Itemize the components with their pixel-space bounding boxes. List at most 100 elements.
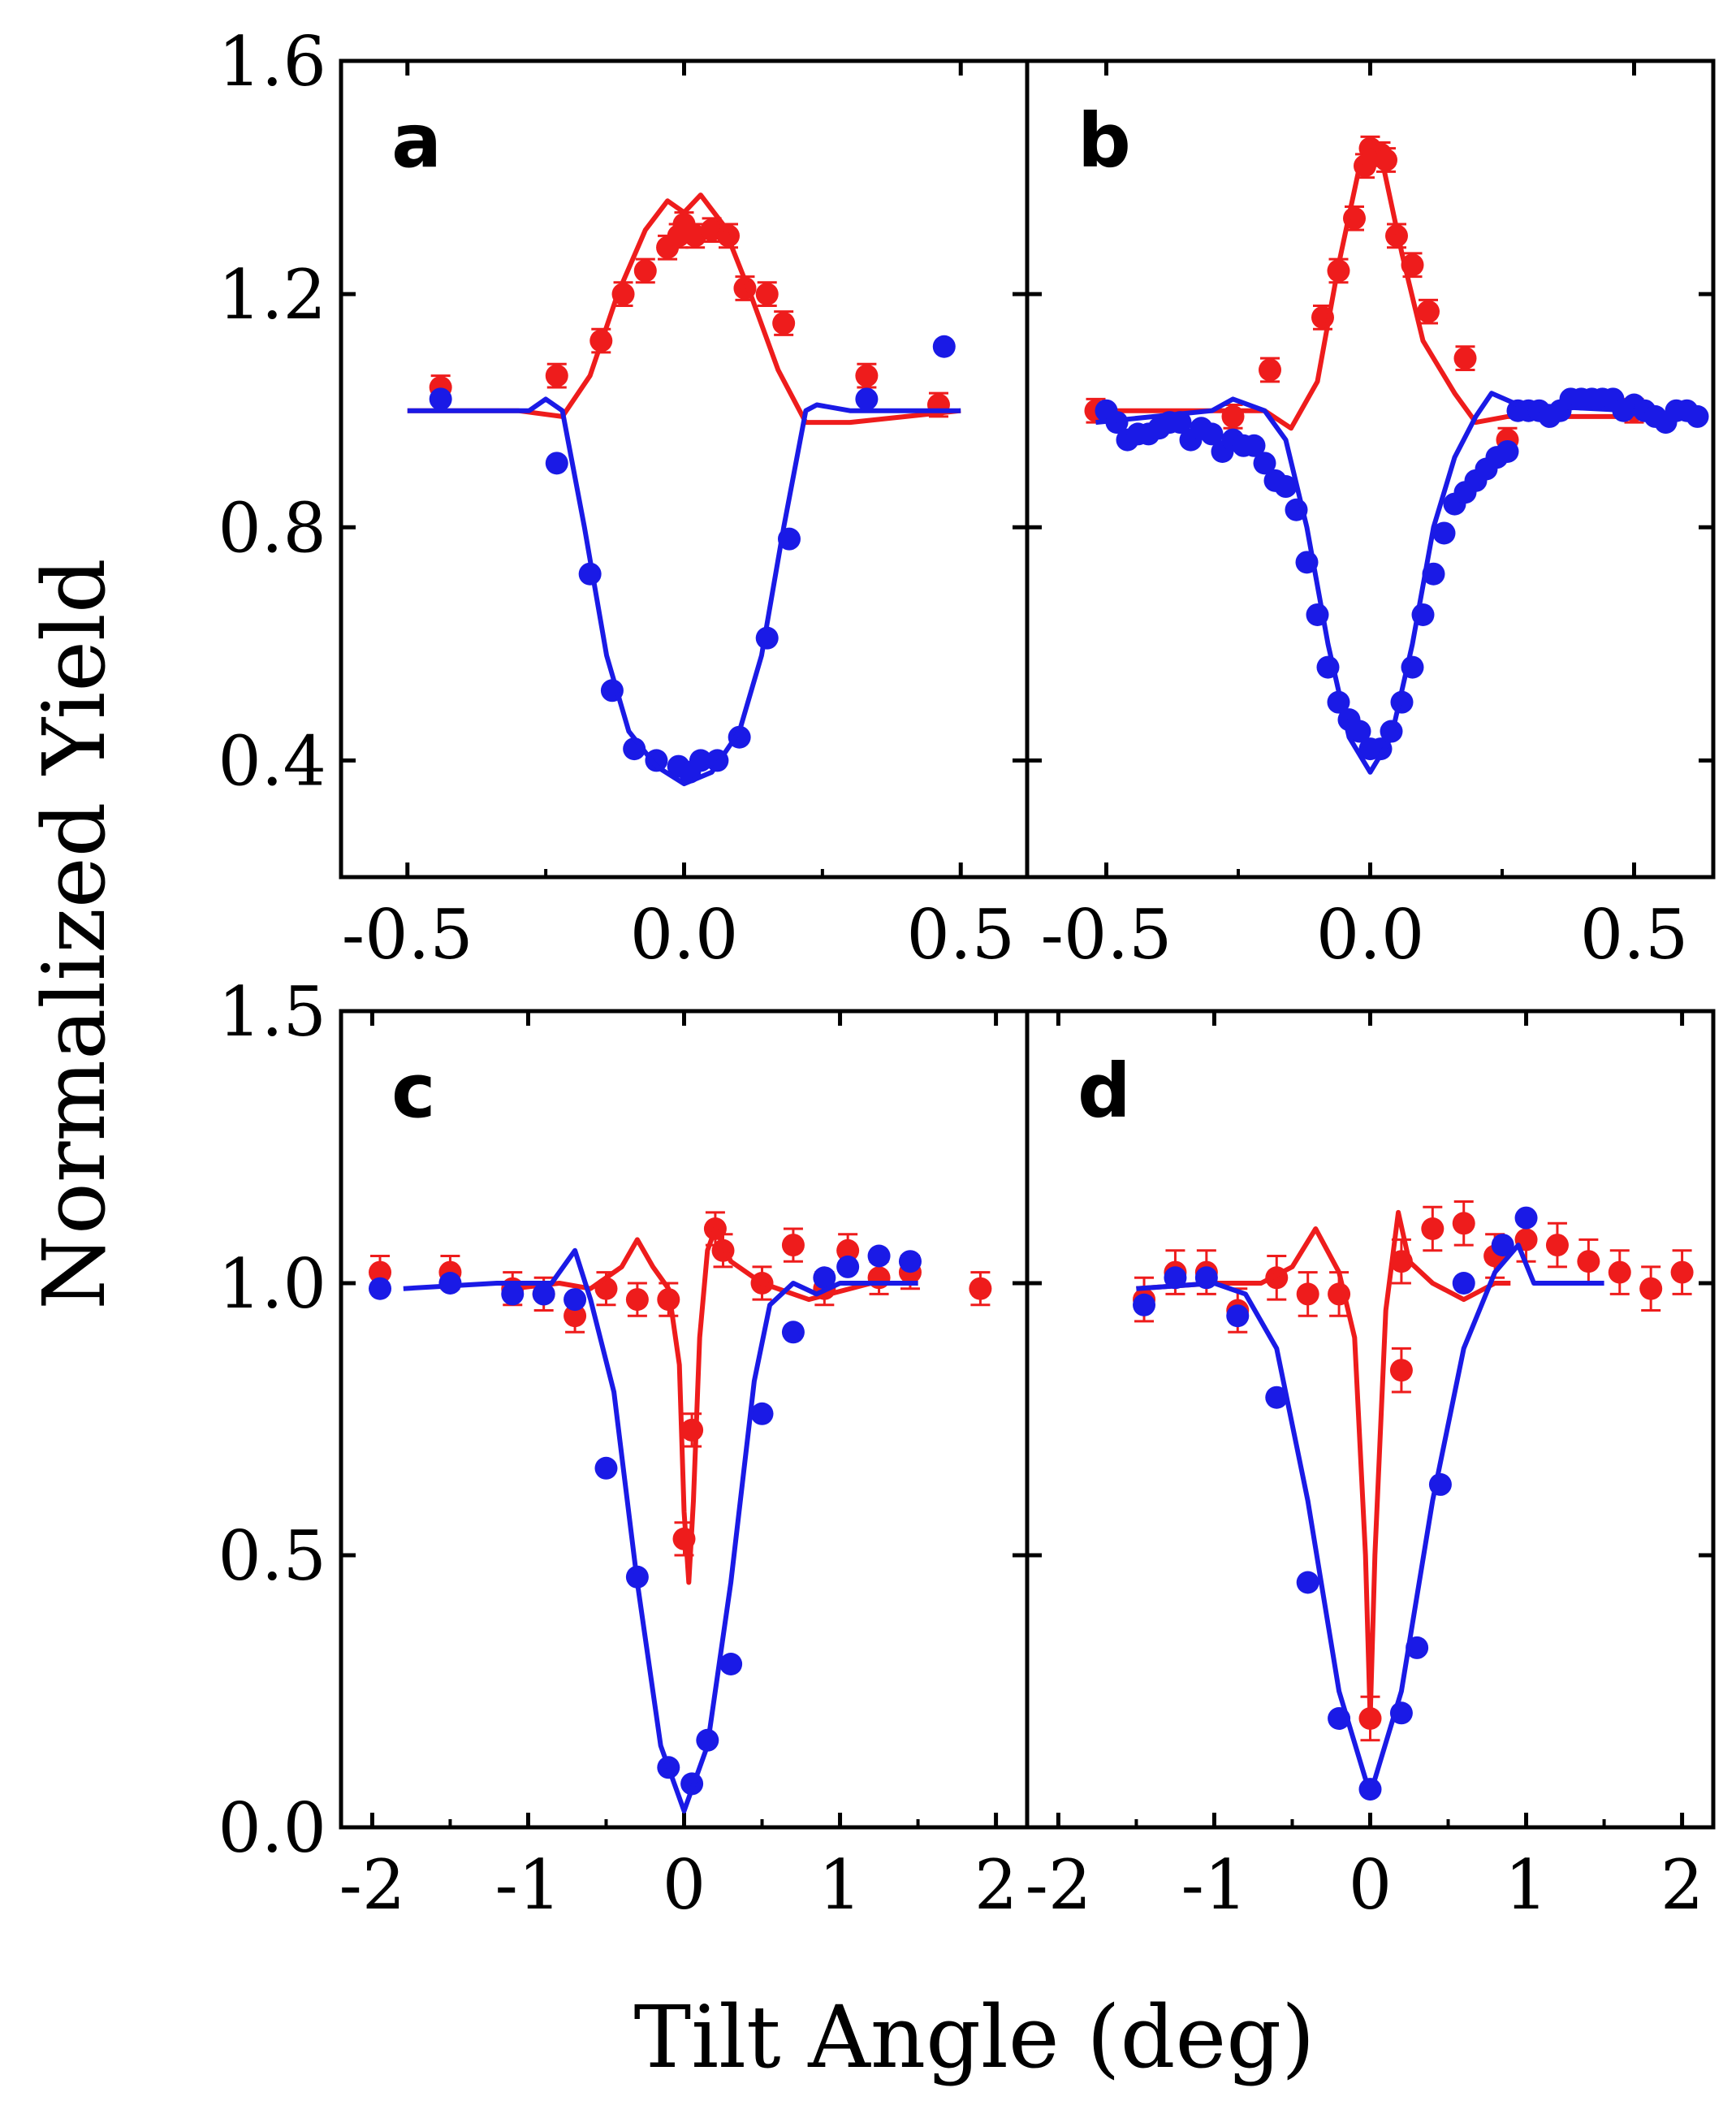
red-fit-line	[1095, 140, 1645, 431]
x-tick-label: -1	[495, 1845, 562, 1925]
panel-a: -0.5 0.0 0.5 0.4 0.8 1.2 1.6 a	[218, 22, 1030, 975]
blue-data-point	[645, 749, 668, 772]
red-fit-line	[407, 192, 961, 426]
red-data-point	[836, 1239, 860, 1262]
red-data-point	[625, 1288, 649, 1312]
red-data-point	[855, 364, 879, 387]
y-tick-label: 1.5	[218, 972, 326, 1052]
panel-frame	[339, 1009, 1030, 1830]
x-axis-title: Tilt Angle (deg)	[634, 1987, 1315, 2087]
panel-letter-a: a	[391, 97, 442, 184]
blue-data-point	[689, 749, 712, 772]
x-tick-label: -2	[339, 1845, 405, 1925]
red-data-point	[772, 312, 796, 335]
blue-data-point	[594, 1456, 618, 1480]
blue-data-point	[813, 1266, 836, 1290]
blue-data-point	[1200, 422, 1224, 446]
y-tick-label: 0.5	[218, 1516, 326, 1596]
y-tick-label: 0.8	[218, 488, 326, 568]
blue-data-point	[1253, 452, 1276, 475]
x-tick-label: 1	[818, 1845, 862, 1925]
red-data-point	[1545, 1234, 1569, 1257]
red-data-point	[1259, 358, 1281, 382]
red-data-point	[1296, 1282, 1319, 1306]
blue-data-point	[1432, 521, 1456, 545]
x-tick-label: 0.0	[630, 895, 739, 975]
blue-data-point	[1496, 439, 1519, 463]
blue-data-point	[532, 1282, 555, 1306]
blue-data-point	[1452, 1272, 1475, 1295]
blue-data-point	[1296, 1571, 1319, 1594]
panel-letter-b: b	[1077, 97, 1131, 184]
blue-data-point	[898, 1250, 922, 1273]
red-data-point	[781, 1234, 805, 1257]
y-tick-label: 0.4	[218, 721, 326, 801]
x-tick-label: 0	[663, 1845, 706, 1925]
blue-fit-line	[403, 1247, 918, 1814]
red-fit-line	[512, 1226, 918, 1585]
x-tick-label: 1	[1505, 1845, 1548, 1925]
red-data-point	[755, 283, 779, 306]
panel-d: -2 -1 0 1 2 d	[1025, 1009, 1716, 1925]
red-data-point	[969, 1277, 992, 1300]
red-data-point	[1639, 1277, 1663, 1300]
x-tick-label: -2	[1025, 1845, 1091, 1925]
blue-data-point	[1265, 1386, 1289, 1409]
panels: -0.5 0.0 0.5 0.4 0.8 1.2 1.6 a -0.5 0.0 0.5 b -2 -1 0 1…	[218, 22, 1716, 1925]
blue-fit-line	[407, 396, 961, 787]
blue-data-point	[564, 1288, 587, 1312]
x-tick-label: 0.5	[1580, 895, 1689, 975]
red-data-point	[1453, 347, 1477, 370]
red-data-point	[1452, 1212, 1475, 1235]
red-data-point	[369, 1260, 392, 1284]
panel-frame	[339, 58, 1030, 880]
blue-data-point	[1133, 1293, 1156, 1316]
blue-data-point	[501, 1282, 525, 1306]
x-tick-label: 2	[974, 1845, 1017, 1925]
blue-data-point	[369, 1277, 392, 1300]
y-tick-label: 1.6	[218, 22, 326, 102]
blue-data-point	[1491, 1234, 1514, 1257]
red-data-point	[633, 259, 657, 283]
blue-fit-line	[1095, 391, 1635, 775]
blue-data-point	[719, 1653, 743, 1675]
red-data-point	[1577, 1250, 1600, 1273]
blue-data-point	[545, 452, 568, 475]
red-fit-line	[1136, 1209, 1511, 1721]
y-axis-title: Normalized Yield	[24, 558, 124, 1309]
y-tick-label: 0.0	[218, 1788, 326, 1868]
blue-data-point	[867, 1244, 891, 1268]
panel-c: -2 -1 0 1 2 0.0 0.5 1.0 1.5 c	[218, 972, 1030, 1925]
blue-fit-line	[1136, 1243, 1604, 1797]
blue-data-point	[1274, 475, 1298, 499]
x-tick-label: -0.5	[1041, 895, 1172, 975]
blue-data-point	[429, 387, 452, 411]
x-tick-label: -0.5	[342, 895, 473, 975]
blue-data-point	[836, 1255, 860, 1278]
blue-data-point	[1686, 404, 1709, 428]
red-data-point	[1670, 1260, 1694, 1284]
blue-data-point	[1514, 1206, 1538, 1230]
x-tick-label: 0	[1349, 1845, 1392, 1925]
blue-data-point	[1226, 1304, 1250, 1328]
panel-letter-c: c	[391, 1048, 436, 1135]
blue-data-point	[781, 1321, 805, 1344]
y-tick-label: 1.2	[218, 255, 326, 335]
red-data-point	[1389, 1359, 1413, 1382]
red-data-point	[545, 364, 568, 387]
x-tick-label: -1	[1181, 1845, 1248, 1925]
blue-data-point	[932, 335, 956, 358]
panel-letter-d: d	[1077, 1048, 1131, 1135]
y-tick-label: 1.0	[218, 1244, 326, 1324]
red-data-point	[1421, 1217, 1445, 1240]
x-tick-label: 2	[1660, 1845, 1704, 1925]
blue-data-point	[438, 1272, 462, 1295]
blue-data-point	[855, 387, 879, 411]
blue-data-point	[1242, 434, 1266, 457]
red-data-point	[564, 1304, 587, 1328]
red-data-point	[1608, 1260, 1631, 1284]
x-tick-label: 0.0	[1316, 895, 1425, 975]
red-data-point	[1417, 300, 1440, 323]
x-tick-label: 0.5	[906, 895, 1015, 975]
